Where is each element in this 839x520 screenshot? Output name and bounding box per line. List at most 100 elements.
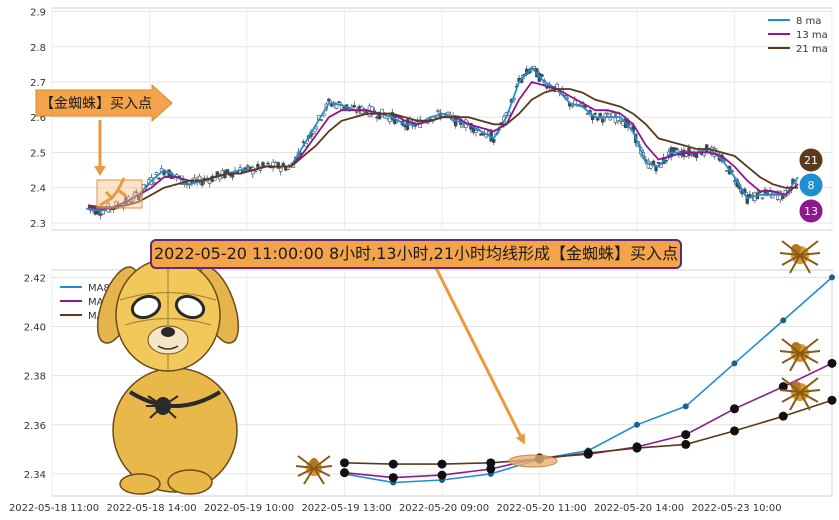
top-y-ticks: 2.3 2.4 2.5 2.6 2.7 2.8 2.9 xyxy=(30,8,46,230)
bottom-legend-label: MA8 xyxy=(88,283,110,294)
bottom-series-point-1 xyxy=(730,404,739,414)
crossover-highlight xyxy=(508,454,558,468)
bottom-series-point-0 xyxy=(829,274,835,281)
top-legend: 8 ma 13 ma 21 ma xyxy=(768,16,828,55)
bottom-y-tick-label: 2.34 xyxy=(24,470,46,481)
bottom-series-point-2 xyxy=(437,459,447,469)
bottom-x-tick-label: 2022-05-20 14:00 xyxy=(594,503,684,514)
top-y-tick-label: 2.5 xyxy=(30,148,46,159)
ma-badge-circle xyxy=(798,198,824,224)
bottom-chart: 2.342.362.382.402.42 2022-05-18 11:00 202… xyxy=(9,240,837,514)
candle-body xyxy=(154,172,159,176)
bottom-ma-lines xyxy=(340,274,837,486)
candle-body xyxy=(225,169,230,174)
bottom-series-point-0 xyxy=(731,360,738,367)
bottom-series-point-1 xyxy=(681,430,691,440)
ma-badge-circle xyxy=(798,147,824,173)
ma-badge-label: 21 xyxy=(804,154,818,167)
bottom-series-point-2 xyxy=(827,395,837,405)
top-y-tick-label: 2.4 xyxy=(30,184,46,195)
bottom-series-point-2 xyxy=(681,439,691,449)
bottom-series-point-0 xyxy=(682,403,689,410)
bottom-x-tick-label: 2022-05-18 14:00 xyxy=(106,503,196,514)
candle-body xyxy=(745,194,749,204)
top-chart: 2.3 2.4 2.5 2.6 2.7 2.8 2.9 8 ma 13 ma 21 ma 21 8… xyxy=(30,7,833,231)
crossover-callout: 2022-05-20 11:00:00 8小时,13小时,21小时均线形成【金蜘… xyxy=(150,239,682,269)
bottom-series-point-1 xyxy=(827,358,837,368)
spider-icon-ma13 xyxy=(779,338,821,372)
candle-body xyxy=(98,213,103,216)
bottom-series-point-1 xyxy=(437,470,447,480)
bottom-series-point-1 xyxy=(388,473,398,483)
bottom-series-point-2 xyxy=(778,411,788,421)
candle-body xyxy=(111,208,116,210)
spider-icon-ma8 xyxy=(779,240,821,274)
candle-body xyxy=(152,181,156,184)
candle-body xyxy=(337,101,341,103)
candle-body xyxy=(601,118,605,123)
buy-point-label-box xyxy=(35,83,173,123)
candle-body xyxy=(256,163,260,168)
bottom-x-tick-label: 2022-05-23 10:00 xyxy=(691,503,781,514)
candle-body xyxy=(540,74,544,77)
top-badges: 21 8 13 xyxy=(798,147,824,224)
top-ma-lines xyxy=(87,66,799,212)
ma-badge-circle xyxy=(798,172,824,198)
bottom-series-point-0 xyxy=(634,421,640,428)
bottom-y-tick-label: 2.36 xyxy=(24,421,46,432)
candle-body xyxy=(674,147,678,151)
top-y-tick-label: 2.6 xyxy=(30,113,46,124)
candle-body xyxy=(355,111,359,113)
candle-body xyxy=(319,119,323,121)
bottom-series-point-2 xyxy=(340,458,349,468)
candle-body xyxy=(585,113,590,116)
candle-body xyxy=(246,165,250,167)
candle-body xyxy=(253,170,258,173)
ma-badge-label: 13 xyxy=(804,205,818,218)
top-y-tick-label: 2.7 xyxy=(30,78,46,89)
top-legend-label: 21 ma xyxy=(796,44,828,55)
candle-body xyxy=(492,138,496,143)
candle-body xyxy=(532,65,536,69)
bottom-series-point-2 xyxy=(730,426,739,436)
bottom-y-tick-label: 2.40 xyxy=(24,323,46,334)
candle-body xyxy=(593,113,597,115)
candle-body xyxy=(446,112,450,115)
callout-arrow xyxy=(426,251,525,445)
top-series-line-2 xyxy=(87,88,798,208)
bottom-y-tick-label: 2.42 xyxy=(24,273,46,284)
bottom-series-point-0 xyxy=(780,317,787,324)
candle-body xyxy=(279,167,283,172)
candle-body xyxy=(352,104,356,108)
bottom-x-tick-label: 2022-05-19 13:00 xyxy=(301,503,391,514)
buy-point-down-arrow-head xyxy=(94,166,106,176)
bottom-x-tick-label: 2022-05-19 10:00 xyxy=(204,503,294,514)
candle-body xyxy=(276,162,280,169)
bottom-series-point-2 xyxy=(486,458,496,468)
bottom-series-point-2 xyxy=(388,459,398,469)
candle-body xyxy=(694,152,699,158)
candle-body xyxy=(606,112,610,115)
buy-point-mini-spider xyxy=(99,177,127,207)
bottom-x-tick-label: 2022-05-18 11:00 xyxy=(9,503,99,514)
buy-point-marker: 【金蜘蛛】买入点 xyxy=(35,83,173,209)
spider-icon-left xyxy=(295,455,333,485)
spider-icon-ma21 xyxy=(779,377,821,411)
bottom-series-point-2 xyxy=(632,443,642,453)
top-y-tick-label: 2.9 xyxy=(30,8,46,19)
candle-body xyxy=(281,162,285,166)
bottom-series-point-2 xyxy=(583,448,593,458)
candle-body xyxy=(570,105,575,108)
candle-body xyxy=(618,119,623,123)
bottom-x-ticks: 2022-05-18 11:00 2022-05-18 14:00 2022-05-… xyxy=(9,503,782,514)
candle-body xyxy=(436,110,440,112)
candle-body xyxy=(474,130,478,133)
top-legend-label: 13 ma xyxy=(796,30,828,41)
top-legend-label: 8 ma xyxy=(796,16,821,27)
candle-body xyxy=(654,166,658,172)
candle-body xyxy=(157,177,161,180)
candle-body xyxy=(598,112,602,117)
candle-body xyxy=(129,201,133,203)
ma-badge-label: 8 xyxy=(808,179,815,192)
